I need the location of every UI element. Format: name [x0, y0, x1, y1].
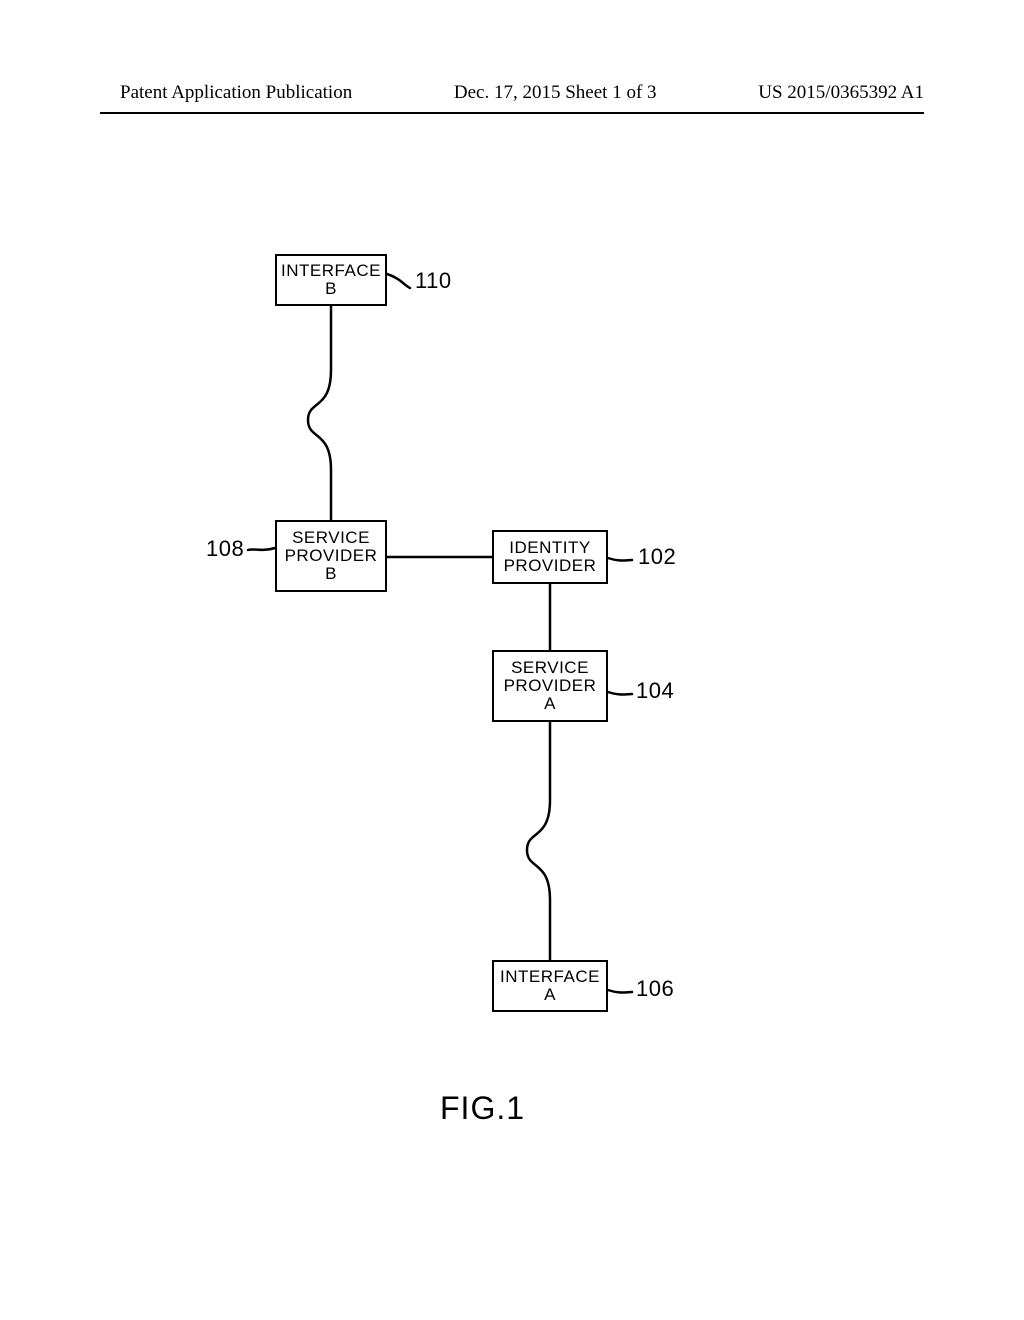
node-text: B	[325, 280, 337, 298]
node-text: A	[544, 695, 556, 713]
node-interface-b: INTERFACE B	[275, 254, 387, 306]
node-text: PROVIDER	[504, 557, 597, 575]
node-service-provider-b: SERVICE PROVIDER B	[275, 520, 387, 592]
node-service-provider-a: SERVICE PROVIDER A	[492, 650, 608, 722]
page: { "header": { "left": "Patent Applicatio…	[0, 0, 1024, 1320]
node-interface-a: INTERFACE A	[492, 960, 608, 1012]
node-identity-provider: IDENTITY PROVIDER	[492, 530, 608, 584]
ref-108: 108	[206, 536, 244, 562]
node-text: SERVICE	[511, 659, 589, 677]
node-text: SERVICE	[292, 529, 370, 547]
figure-caption: FIG.1	[440, 1090, 525, 1127]
node-text: PROVIDER	[285, 547, 378, 565]
ref-110: 110	[415, 268, 452, 294]
ref-104: 104	[636, 678, 674, 704]
node-text: IDENTITY	[509, 539, 590, 557]
node-text: INTERFACE	[281, 262, 381, 280]
node-text: A	[544, 986, 556, 1004]
figure-1-diagram: INTERFACE B 110 SERVICE PROVIDER B 108 I…	[0, 0, 1024, 1320]
node-text: PROVIDER	[504, 677, 597, 695]
node-text: INTERFACE	[500, 968, 600, 986]
node-text: B	[325, 565, 337, 583]
ref-102: 102	[638, 544, 676, 570]
ref-106: 106	[636, 976, 674, 1002]
